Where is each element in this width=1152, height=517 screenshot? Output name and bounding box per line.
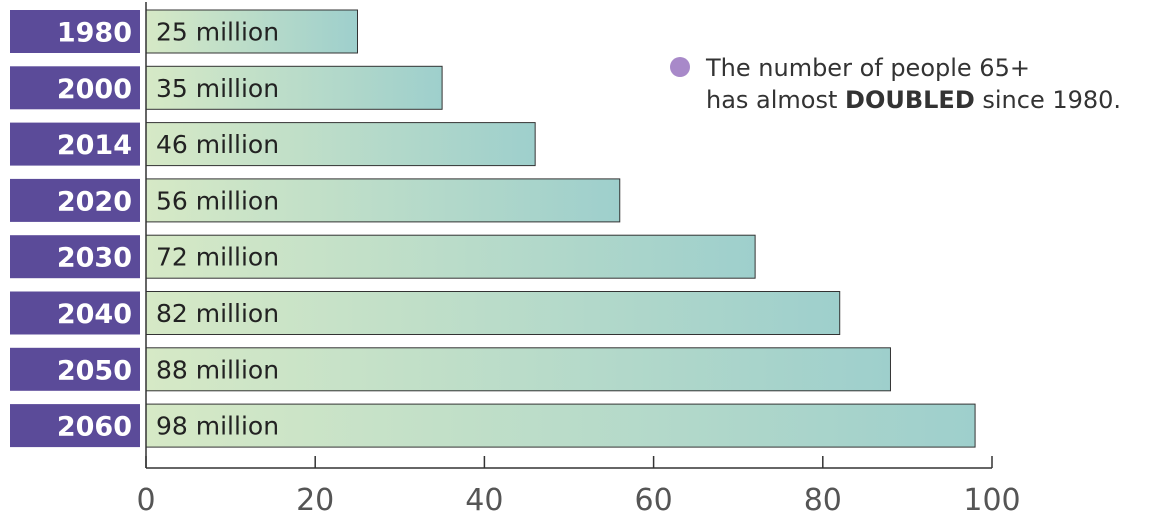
category-label: 2000 xyxy=(57,74,132,105)
bar-row: 2014 46 million xyxy=(10,122,536,167)
category-box xyxy=(10,10,140,53)
bar xyxy=(145,234,756,279)
data-label: 25 million xyxy=(156,18,279,47)
x-tick-label: 100 xyxy=(963,483,1020,517)
bar xyxy=(145,65,443,110)
category-label: 1980 xyxy=(57,18,132,49)
category-label: 2040 xyxy=(57,299,132,330)
data-label: 72 million xyxy=(156,243,279,272)
x-tick-label: 20 xyxy=(296,483,334,517)
annotation-emphasis: DOUBLED xyxy=(845,86,975,114)
bar-row: 2000 35 million xyxy=(10,65,443,110)
data-label: 98 million xyxy=(156,412,279,441)
category-label: 2020 xyxy=(57,186,132,217)
category-label: 2014 xyxy=(57,130,132,161)
x-tick-label: 40 xyxy=(465,483,503,517)
data-label: 56 million xyxy=(156,186,279,215)
bar-row: 2020 56 million xyxy=(10,178,621,223)
category-label: 2050 xyxy=(57,355,132,386)
annotation-line-1: The number of people 65+ xyxy=(706,54,1030,82)
bar xyxy=(145,403,976,448)
data-label: 82 million xyxy=(156,299,279,328)
x-tick-label: 0 xyxy=(136,483,155,517)
category-label: 2030 xyxy=(57,243,132,274)
x-tick-label: 60 xyxy=(635,483,673,517)
bar-row: 2030 72 million xyxy=(10,234,756,279)
bar xyxy=(145,122,536,167)
category-box xyxy=(10,235,140,279)
category-box xyxy=(10,404,140,448)
bar xyxy=(145,291,841,335)
x-tick-label: 80 xyxy=(804,483,842,517)
category-box xyxy=(10,66,140,110)
category-box xyxy=(10,347,140,391)
category-box xyxy=(10,178,140,222)
bar xyxy=(145,347,891,392)
bullet-dot-icon xyxy=(670,57,690,77)
annotation-line-2-suffix: since 1980. xyxy=(974,86,1122,114)
bar-row: 2050 88 million xyxy=(10,347,891,392)
annotation-line-2-prefix: has almost xyxy=(706,86,846,114)
bar xyxy=(145,9,358,54)
bar-row: 2040 82 million xyxy=(10,291,841,335)
category-label: 2060 xyxy=(57,412,132,443)
bar-row: 2060 98 million xyxy=(10,403,976,448)
category-box xyxy=(10,122,140,166)
data-label: 88 million xyxy=(156,355,279,384)
data-label: 46 million xyxy=(156,130,279,159)
annotation-line-2: has almost DOUBLED since 1980. xyxy=(706,84,1121,116)
data-label: 35 million xyxy=(156,74,279,103)
category-box xyxy=(10,291,140,335)
bar xyxy=(145,178,621,223)
bar-row: 1980 25 million xyxy=(10,9,358,54)
